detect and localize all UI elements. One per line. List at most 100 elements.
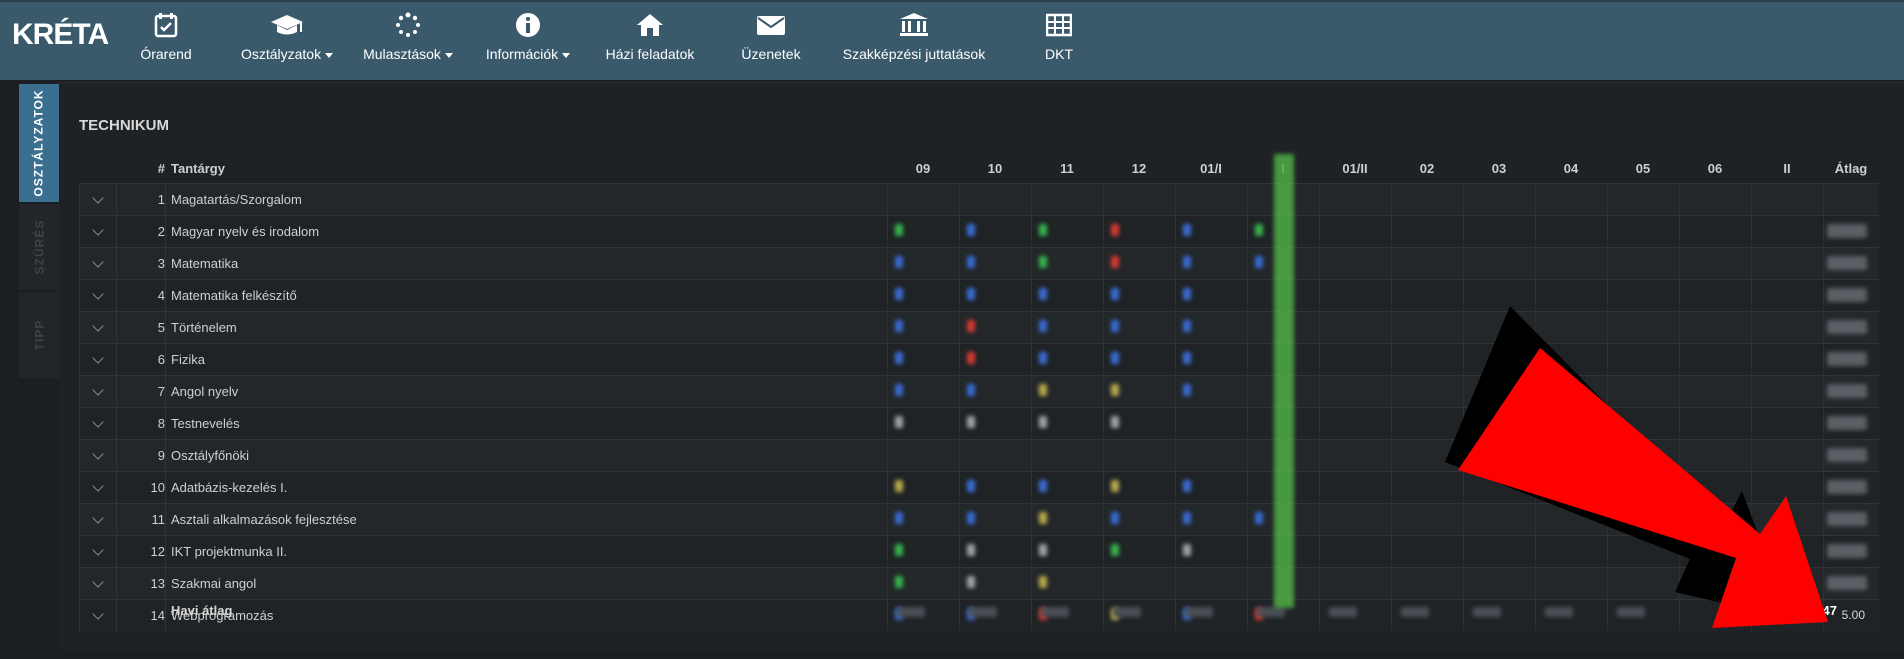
table-row[interactable]: 5 Történelem [79, 311, 1879, 343]
grade-mark[interactable] [967, 544, 975, 556]
grade-mark[interactable] [1183, 384, 1191, 396]
grade-mark[interactable] [1183, 512, 1191, 524]
grade-mark[interactable] [1183, 224, 1191, 236]
grade-mark[interactable] [895, 480, 903, 492]
grade-mark[interactable] [1183, 352, 1191, 364]
grade-mark[interactable] [1111, 480, 1119, 492]
grade-mark[interactable] [1111, 384, 1119, 396]
kreta-logo[interactable]: KRÉTA [12, 10, 109, 54]
grade-mark[interactable] [1111, 352, 1119, 364]
grade-mark[interactable] [1183, 256, 1191, 268]
grade-mark[interactable] [895, 512, 903, 524]
table-row[interactable]: 3 Matematika [79, 247, 1879, 279]
grade-mark[interactable] [967, 256, 975, 268]
grid-column-line [887, 408, 888, 439]
grade-mark[interactable] [895, 352, 903, 364]
nav-dkt[interactable]: DKT [1044, 10, 1074, 74]
grade-mark[interactable] [1039, 480, 1047, 492]
grade-mark[interactable] [1039, 512, 1047, 524]
table-row[interactable]: 12 IKT projektmunka II. [79, 535, 1879, 567]
grade-mark[interactable] [1111, 288, 1119, 300]
grid-column-line [1463, 280, 1464, 311]
grade-mark[interactable] [1039, 384, 1047, 396]
nav-orarend[interactable]: Órarend [140, 10, 192, 74]
table-row[interactable]: 4 Matematika felkészítő [79, 279, 1879, 311]
nav-uzenetek[interactable]: Üzenetek [741, 10, 801, 74]
table-row[interactable]: 1 Magatartás/Szorgalom [79, 183, 1879, 215]
row-expand-button[interactable] [79, 536, 117, 567]
side-tabs: OSZTÁLYZATOK SZŰRÉS TIPP [19, 84, 59, 378]
grade-mark[interactable] [967, 320, 975, 332]
grade-mark[interactable] [895, 320, 903, 332]
grade-mark[interactable] [1255, 224, 1263, 236]
grade-mark[interactable] [1039, 416, 1047, 428]
grade-mark[interactable] [1111, 544, 1119, 556]
grade-mark[interactable] [967, 416, 975, 428]
row-expand-button[interactable] [79, 248, 117, 279]
grade-mark[interactable] [967, 576, 975, 588]
grade-mark[interactable] [895, 224, 903, 236]
grade-mark[interactable] [895, 416, 903, 428]
grade-mark[interactable] [1183, 288, 1191, 300]
grid-column-line [1319, 376, 1320, 407]
tab-szures[interactable]: SZŰRÉS [19, 204, 59, 290]
row-expand-button[interactable] [79, 376, 117, 407]
row-expand-button[interactable] [79, 568, 117, 599]
row-expand-button[interactable] [79, 216, 117, 247]
grade-mark[interactable] [895, 288, 903, 300]
row-expand-button[interactable] [79, 472, 117, 503]
nav-informaciok[interactable]: Információk [486, 10, 571, 74]
grade-mark[interactable] [967, 480, 975, 492]
grade-mark[interactable] [1039, 352, 1047, 364]
nav-szakkepzesi-juttatasok[interactable]: Szakképzési juttatások [843, 10, 985, 74]
grade-mark[interactable] [967, 288, 975, 300]
grade-mark[interactable] [1039, 576, 1047, 588]
grade-mark[interactable] [1039, 256, 1047, 268]
grade-mark[interactable] [1255, 512, 1263, 524]
grade-mark[interactable] [895, 544, 903, 556]
row-expand-button[interactable] [79, 504, 117, 535]
grade-mark[interactable] [1039, 320, 1047, 332]
table-row[interactable]: 2 Magyar nyelv és irodalom [79, 215, 1879, 247]
grade-mark[interactable] [967, 512, 975, 524]
grade-mark[interactable] [1183, 320, 1191, 332]
grade-mark[interactable] [1111, 512, 1119, 524]
table-row[interactable]: 13 Szakmai angol [79, 567, 1879, 599]
row-expand-button[interactable] [79, 440, 117, 471]
grade-mark[interactable] [1039, 544, 1047, 556]
grade-mark[interactable] [895, 256, 903, 268]
grade-mark[interactable] [967, 224, 975, 236]
tab-osztalyzatok[interactable]: OSZTÁLYZATOK [19, 84, 59, 202]
subject-name: Testnevelés [171, 416, 240, 431]
grade-mark[interactable] [895, 384, 903, 396]
grade-mark[interactable] [967, 352, 975, 364]
grade-mark[interactable] [1255, 256, 1263, 268]
row-expand-button[interactable] [79, 408, 117, 439]
grade-mark[interactable] [1111, 256, 1119, 268]
tab-tipp[interactable]: TIPP [19, 292, 59, 378]
row-expand-button[interactable] [79, 344, 117, 375]
table-row[interactable]: 6 Fizika [79, 343, 1879, 375]
grade-mark[interactable] [1111, 416, 1119, 428]
nav-osztalyzatok[interactable]: Osztályzatok [241, 10, 334, 74]
grade-mark[interactable] [895, 576, 903, 588]
grade-mark[interactable] [1111, 224, 1119, 236]
grade-mark[interactable] [967, 384, 975, 396]
grade-mark[interactable] [1111, 320, 1119, 332]
grid-column-line [1679, 376, 1680, 407]
grade-mark[interactable] [1183, 480, 1191, 492]
row-divider [165, 408, 166, 439]
row-expand-button[interactable] [79, 312, 117, 343]
grade-mark[interactable] [1039, 288, 1047, 300]
header-num: # [157, 161, 165, 176]
row-expand-button[interactable] [79, 280, 117, 311]
grid-column-line [959, 280, 960, 311]
row-expand-button[interactable] [79, 184, 117, 215]
row-divider [165, 216, 166, 247]
grade-mark[interactable] [1183, 544, 1191, 556]
grade-mark[interactable] [1039, 224, 1047, 236]
subject-name: Angol nyelv [171, 384, 239, 399]
nav-hazi-feladatok[interactable]: Házi feladatok [606, 10, 694, 74]
nav-mulasztasok[interactable]: Mulasztások [363, 10, 453, 74]
row-expand-button[interactable] [79, 600, 117, 631]
